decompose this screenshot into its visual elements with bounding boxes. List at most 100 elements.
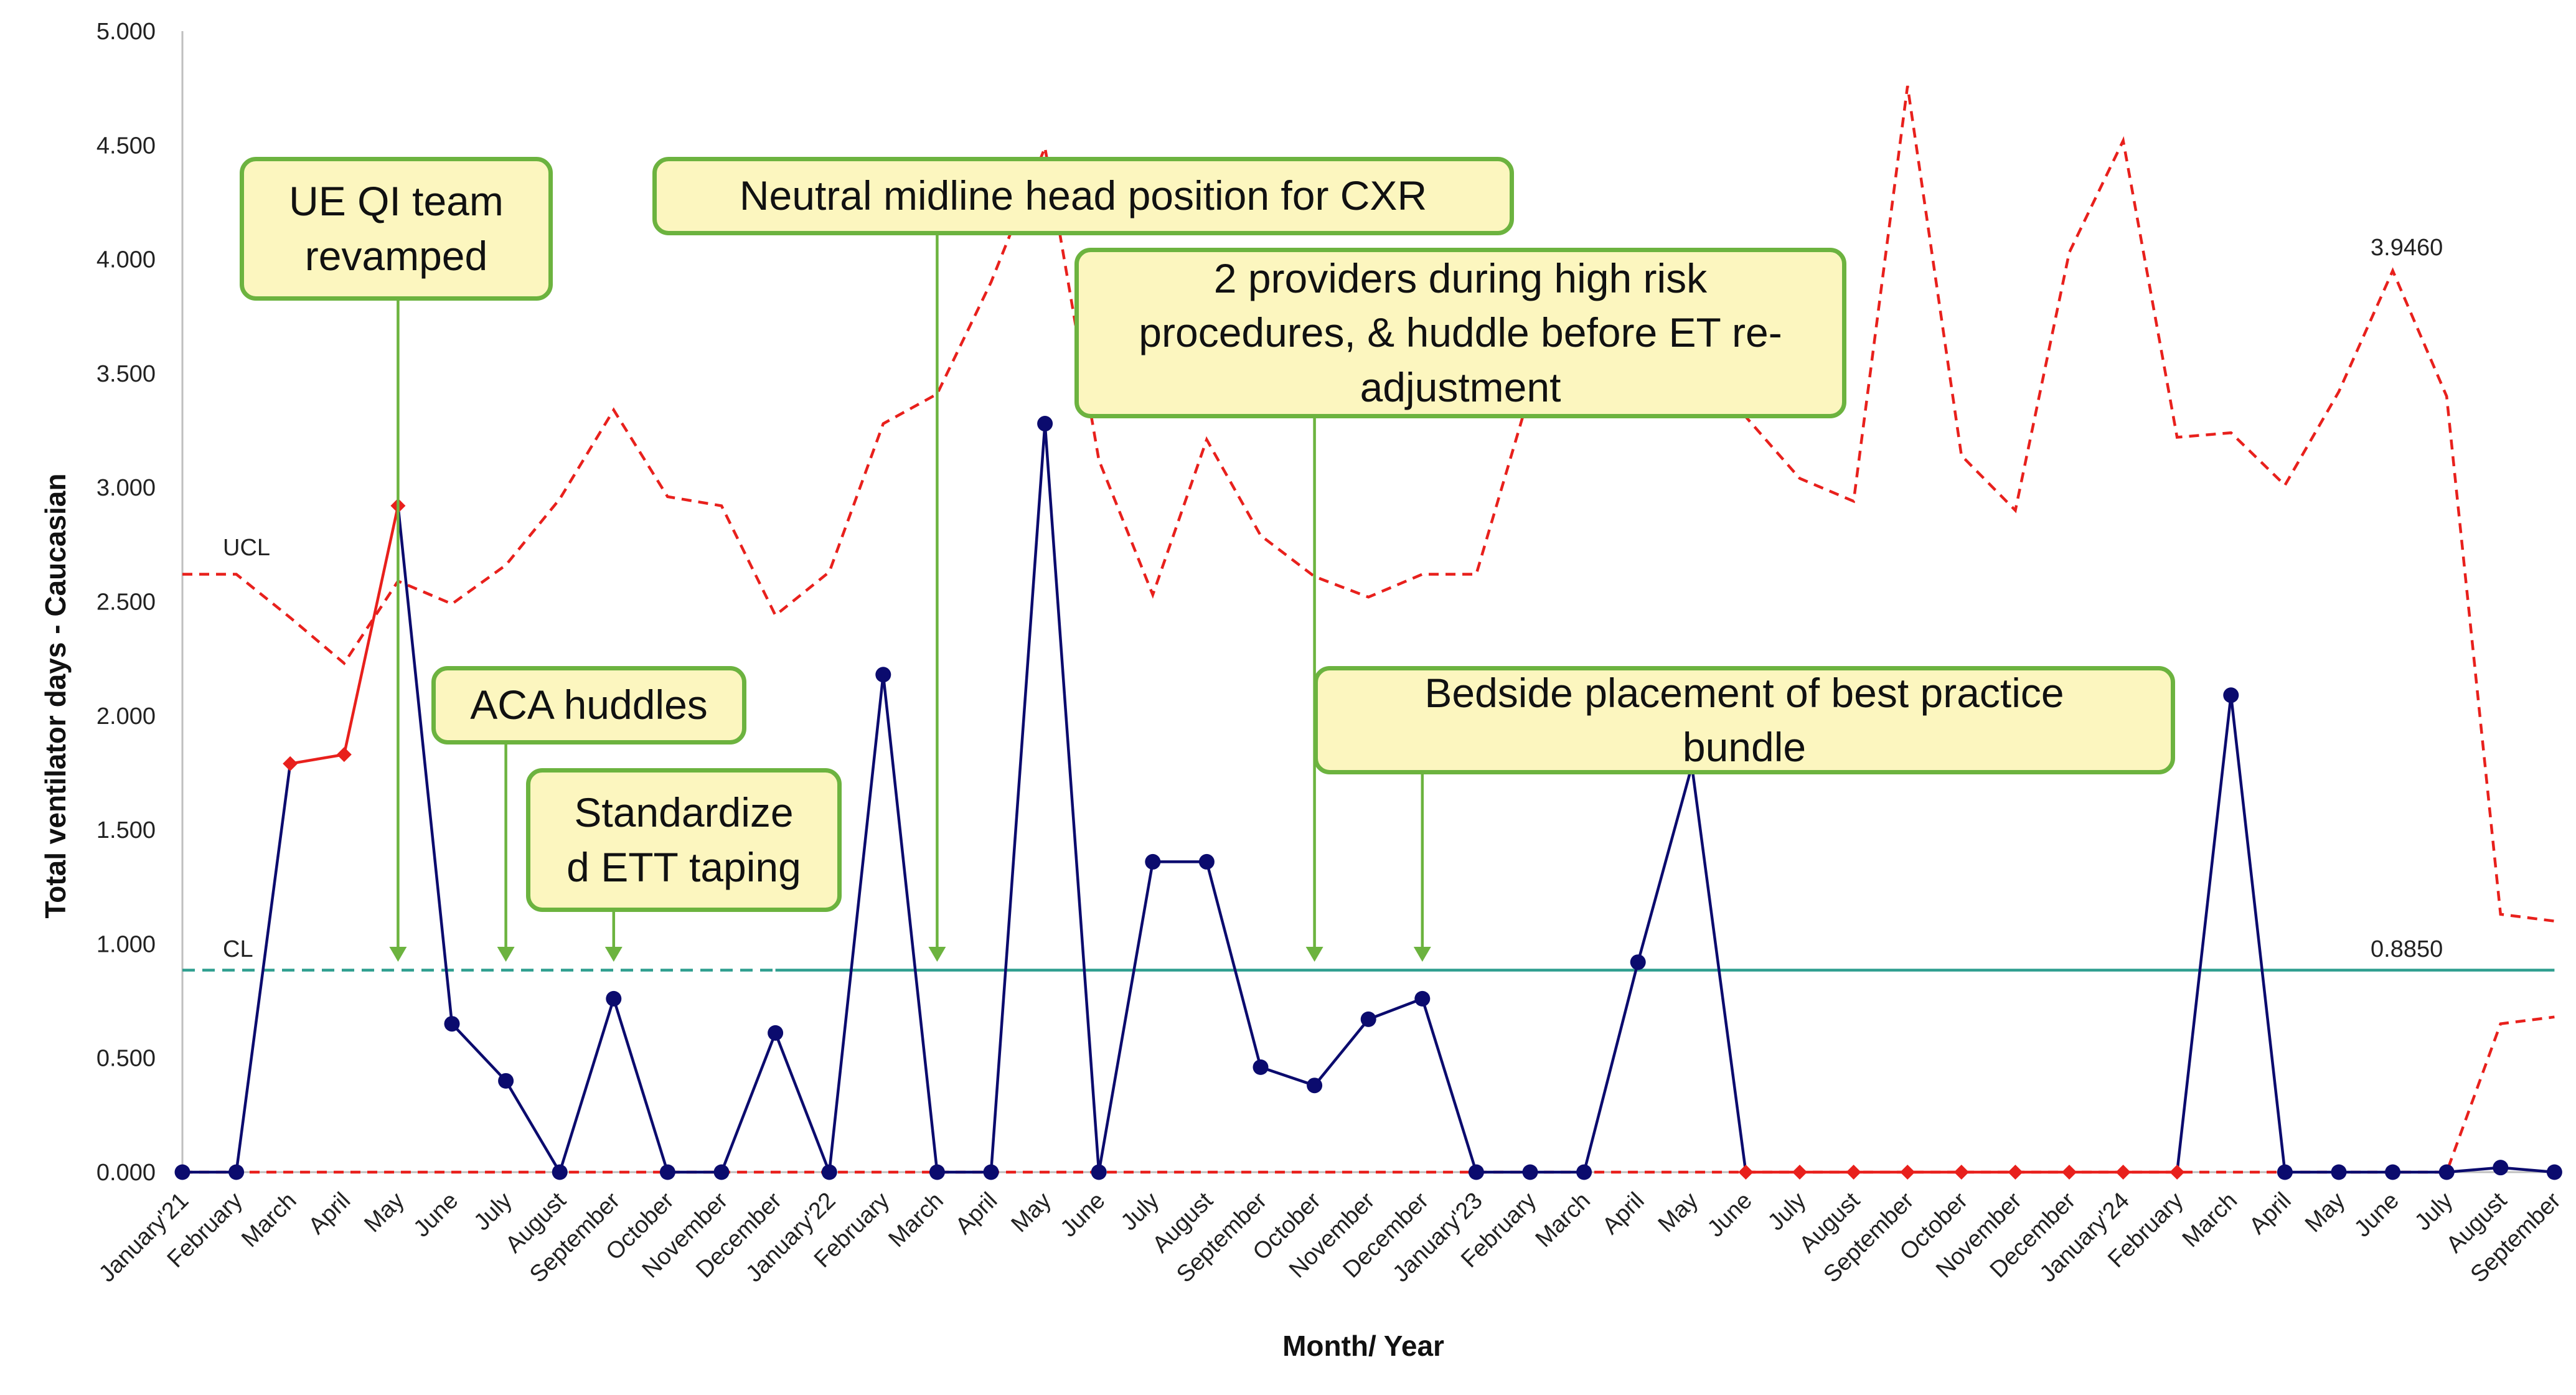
data-line-segment xyxy=(1690,766,1747,1173)
annotation-arrowhead xyxy=(604,947,623,962)
annotation-arrowhead xyxy=(389,947,407,962)
data-point xyxy=(2277,1164,2293,1180)
data-point xyxy=(2223,687,2239,703)
data-line-segment xyxy=(612,998,669,1173)
x-axis-title: Month/ Year xyxy=(1282,1330,1444,1362)
y-tick-label: 2.000 xyxy=(96,703,156,730)
data-line-segment xyxy=(1637,765,1693,963)
data-line-segment xyxy=(881,674,939,1173)
data-line-segment xyxy=(2229,695,2287,1173)
data-point xyxy=(228,1164,245,1180)
data-line-segment xyxy=(720,1032,777,1173)
x-tick-label: March xyxy=(2178,1188,2242,1252)
x-tick-label: June xyxy=(1703,1188,1757,1242)
data-point-signal xyxy=(1846,1165,1861,1180)
x-tick-label: May xyxy=(2300,1188,2350,1238)
lcl-line xyxy=(182,1015,2555,1174)
data-point-signal xyxy=(283,756,298,771)
ucl-line xyxy=(182,85,2555,923)
data-point-signal xyxy=(336,747,352,763)
data-point xyxy=(606,990,622,1007)
data-line-segment xyxy=(451,1023,507,1082)
data-line-segment xyxy=(1260,1066,1315,1087)
ucl-label: UCL xyxy=(223,535,270,561)
data-line-segment xyxy=(1205,861,1262,1068)
data-point-signal xyxy=(2169,1165,2185,1180)
x-tick-label: July xyxy=(2410,1188,2458,1236)
data-point xyxy=(1414,990,1431,1007)
annotation-arrowhead xyxy=(1413,947,1431,962)
x-tick-label: May xyxy=(1006,1188,1056,1238)
data-point xyxy=(929,1164,945,1180)
data-point xyxy=(444,1016,460,1032)
y-tick-label: 2.500 xyxy=(96,589,156,616)
data-point xyxy=(174,1164,190,1180)
x-tick-label: June xyxy=(2349,1188,2404,1242)
data-point xyxy=(1198,853,1215,870)
y-tick-label: 3.000 xyxy=(96,475,156,501)
data-line-segment xyxy=(397,505,454,1024)
annotation-aca-huddles: ACA huddles xyxy=(431,666,746,744)
data-point xyxy=(875,667,891,683)
data-point-signal xyxy=(2062,1165,2077,1180)
data-point xyxy=(2493,1160,2509,1176)
data-point-signal xyxy=(1900,1165,1916,1180)
data-line-segment xyxy=(342,505,400,755)
data-line-segment xyxy=(1313,1018,1370,1087)
data-point xyxy=(2331,1164,2347,1180)
y-tick-label: 0.000 xyxy=(96,1160,156,1186)
data-line-segment xyxy=(1582,962,1640,1173)
data-point xyxy=(2385,1164,2401,1180)
data-line-segment xyxy=(2447,1166,2501,1174)
data-line-segment xyxy=(1097,862,1155,1173)
x-tick-label: May xyxy=(359,1188,409,1238)
y-tick-label: 0.500 xyxy=(96,1046,156,1072)
data-point xyxy=(1037,416,1053,432)
data-line-segment xyxy=(558,998,615,1173)
annotation-arrowhead xyxy=(928,947,946,962)
data-point xyxy=(1468,1164,1484,1180)
data-line-segment xyxy=(504,1080,562,1173)
data-point xyxy=(498,1073,514,1089)
x-tick-label: April xyxy=(304,1188,355,1239)
data-point xyxy=(552,1164,568,1180)
data-point xyxy=(1630,954,1646,970)
data-point xyxy=(821,1164,837,1180)
y-tick-label: 4.000 xyxy=(96,247,156,273)
data-line-segment xyxy=(1043,423,1101,1173)
x-tick-label: April xyxy=(951,1188,1002,1239)
y-tick-label: 1.000 xyxy=(96,931,156,957)
x-tick-label: March xyxy=(883,1188,948,1252)
data-series xyxy=(174,416,2562,1180)
data-point xyxy=(983,1164,999,1180)
data-point xyxy=(1145,853,1161,870)
data-point-signal xyxy=(1738,1165,1754,1180)
annotation-ue-qi-team: UE QI team revamped xyxy=(240,157,553,301)
x-tick-label: June xyxy=(1056,1188,1111,1242)
x-tick-label: June xyxy=(408,1188,463,1242)
data-point xyxy=(659,1164,675,1180)
data-point xyxy=(1522,1164,1538,1180)
data-point xyxy=(1576,1164,1592,1180)
y-tick-label: 4.500 xyxy=(96,133,156,159)
cl-value-label: 0.8850 xyxy=(2371,936,2443,962)
data-point xyxy=(1307,1078,1323,1094)
data-point xyxy=(1091,1164,1107,1180)
annotation-ett-taping: Standardize d ETT taping xyxy=(526,768,842,912)
y-axis-title: Total ventilator days - Caucasian xyxy=(39,474,72,919)
data-point-signal xyxy=(2115,1165,2131,1180)
data-point xyxy=(2438,1164,2455,1180)
data-point-signal xyxy=(1953,1165,1969,1180)
x-tick-label: July xyxy=(1763,1188,1811,1236)
data-line-segment xyxy=(235,763,292,1173)
x-tick-label: March xyxy=(237,1188,301,1252)
data-point xyxy=(713,1164,730,1180)
limit-labels: UCL CL 0.8850 3.9460 xyxy=(223,235,2443,962)
annotation-arrowhead xyxy=(1305,947,1323,962)
control-limits xyxy=(182,85,2555,1174)
y-tick-label: 3.500 xyxy=(96,361,156,387)
x-tick-label: April xyxy=(1597,1188,1649,1239)
x-tick-label: April xyxy=(2244,1188,2296,1239)
